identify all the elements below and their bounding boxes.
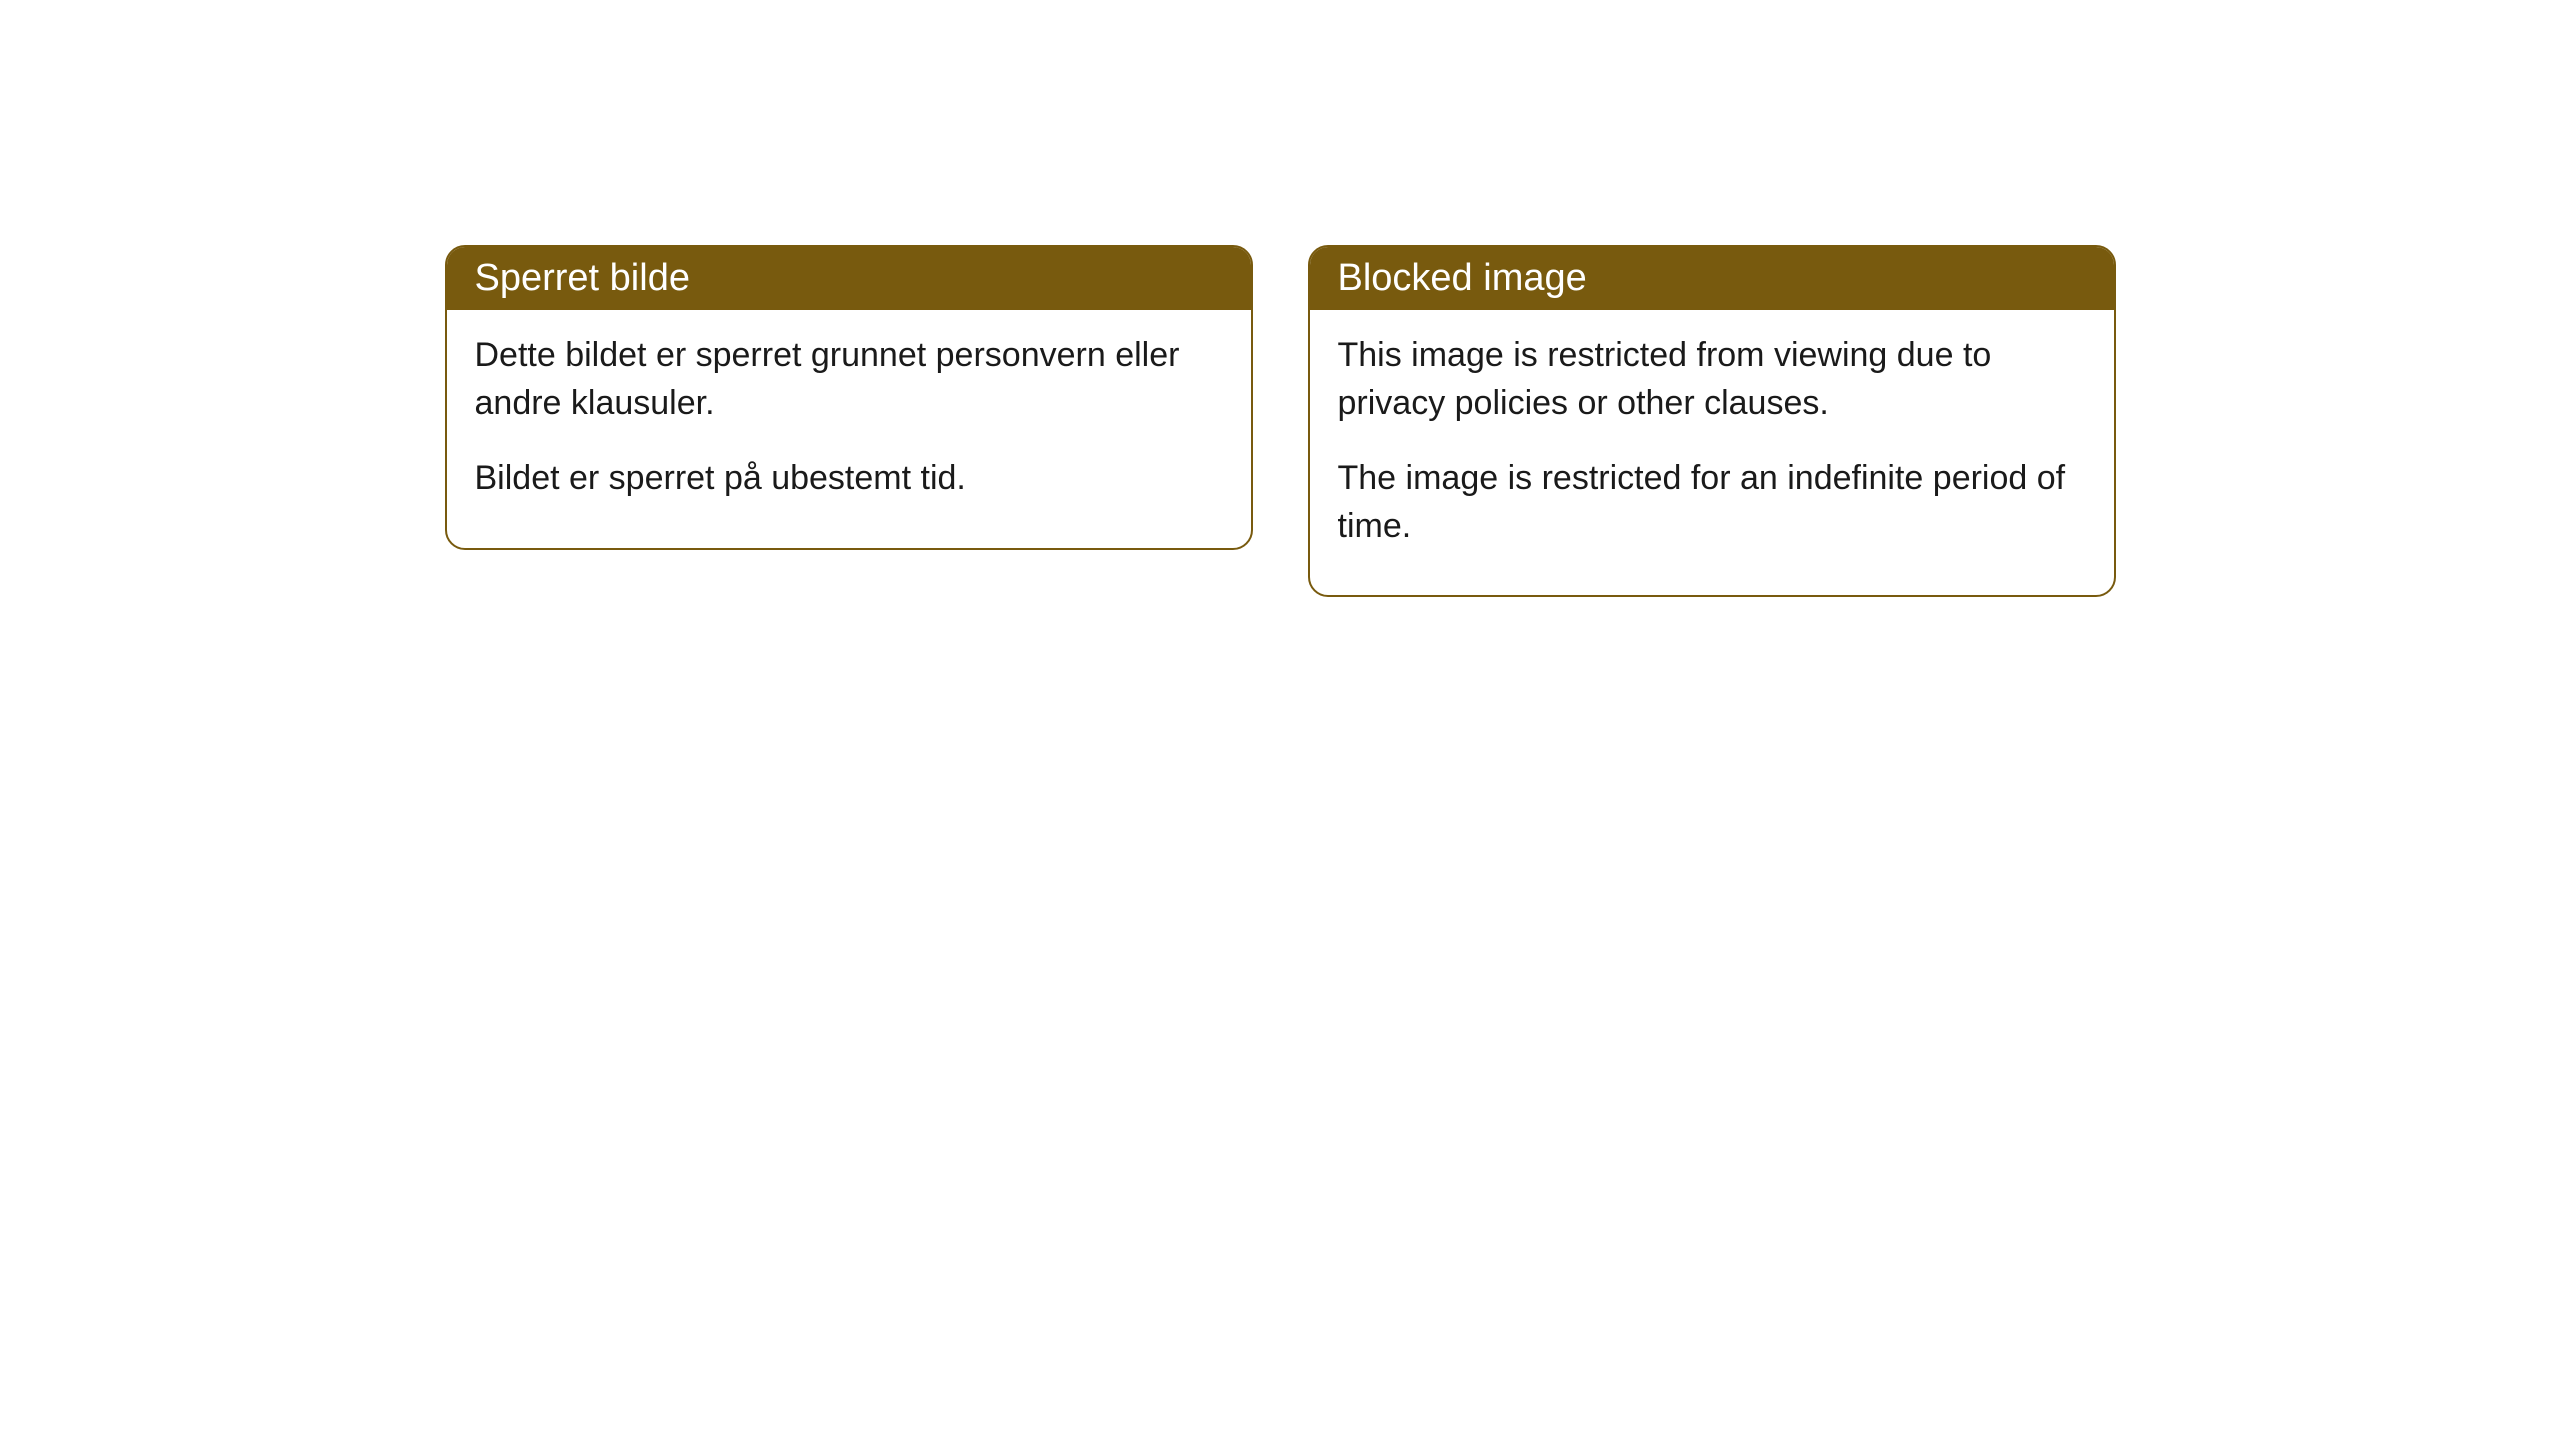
cards-container: Sperret bilde Dette bildet er sperret gr… [445, 245, 2116, 1440]
blocked-image-card-english: Blocked image This image is restricted f… [1308, 245, 2116, 597]
card-body-english: This image is restricted from viewing du… [1310, 310, 2114, 595]
card-header-english: Blocked image [1310, 247, 2114, 310]
blocked-image-card-norwegian: Sperret bilde Dette bildet er sperret gr… [445, 245, 1253, 550]
card-body-norwegian: Dette bildet er sperret grunnet personve… [447, 310, 1251, 548]
card-paragraph-2-english: The image is restricted for an indefinit… [1338, 455, 2086, 550]
card-paragraph-1-norwegian: Dette bildet er sperret grunnet personve… [475, 332, 1223, 427]
card-header-norwegian: Sperret bilde [447, 247, 1251, 310]
card-paragraph-1-english: This image is restricted from viewing du… [1338, 332, 2086, 427]
card-paragraph-2-norwegian: Bildet er sperret på ubestemt tid. [475, 455, 1223, 503]
